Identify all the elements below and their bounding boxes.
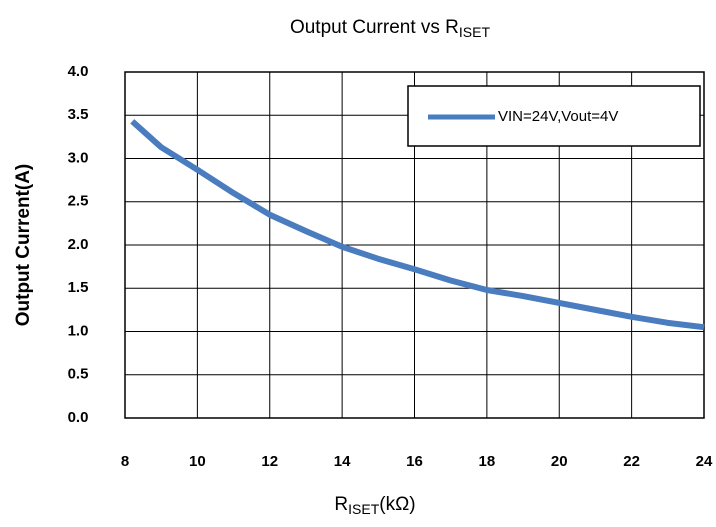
x-tick-label: 12 — [261, 453, 278, 470]
y-tick-label: 3.5 — [68, 106, 89, 123]
xlabel-sub: ISET — [348, 501, 380, 517]
xlabel-main: R — [334, 494, 348, 515]
title-main: Output Current vs R — [290, 17, 459, 38]
chart-title: Output Current vs RISET — [290, 17, 491, 40]
y-tick-label: 2.5 — [68, 193, 89, 210]
x-tick-label: 18 — [479, 453, 496, 470]
plot-frame — [124, 71, 705, 419]
y-tick-label: 2.0 — [68, 236, 89, 253]
y-tick-label: 0.0 — [68, 409, 89, 426]
x-tick-label: 22 — [623, 453, 640, 470]
x-tick-label: 16 — [406, 453, 423, 470]
title-sub: ISET — [459, 24, 491, 40]
y-tick-label: 3.0 — [68, 149, 89, 166]
x-axis-label: RISET(kΩ) — [334, 494, 415, 517]
x-tick-label: 10 — [189, 453, 206, 470]
y-tick-label: 1.0 — [68, 322, 89, 339]
x-tick-label: 24 — [696, 453, 713, 470]
x-tick-label: 8 — [121, 453, 129, 470]
data-line — [130, 119, 705, 331]
y-axis-label: Output Current(A) — [13, 164, 34, 327]
legend-label: VIN=24V,Vout=4V — [498, 108, 618, 125]
xlabel-unit: (kΩ) — [379, 494, 415, 515]
x-tick-label: 20 — [551, 453, 568, 470]
y-tick-label: 0.5 — [68, 366, 89, 383]
y-tick-label: 1.5 — [68, 279, 89, 296]
x-tick-label: 14 — [334, 453, 351, 470]
y-tick-label: 4.0 — [68, 63, 89, 80]
